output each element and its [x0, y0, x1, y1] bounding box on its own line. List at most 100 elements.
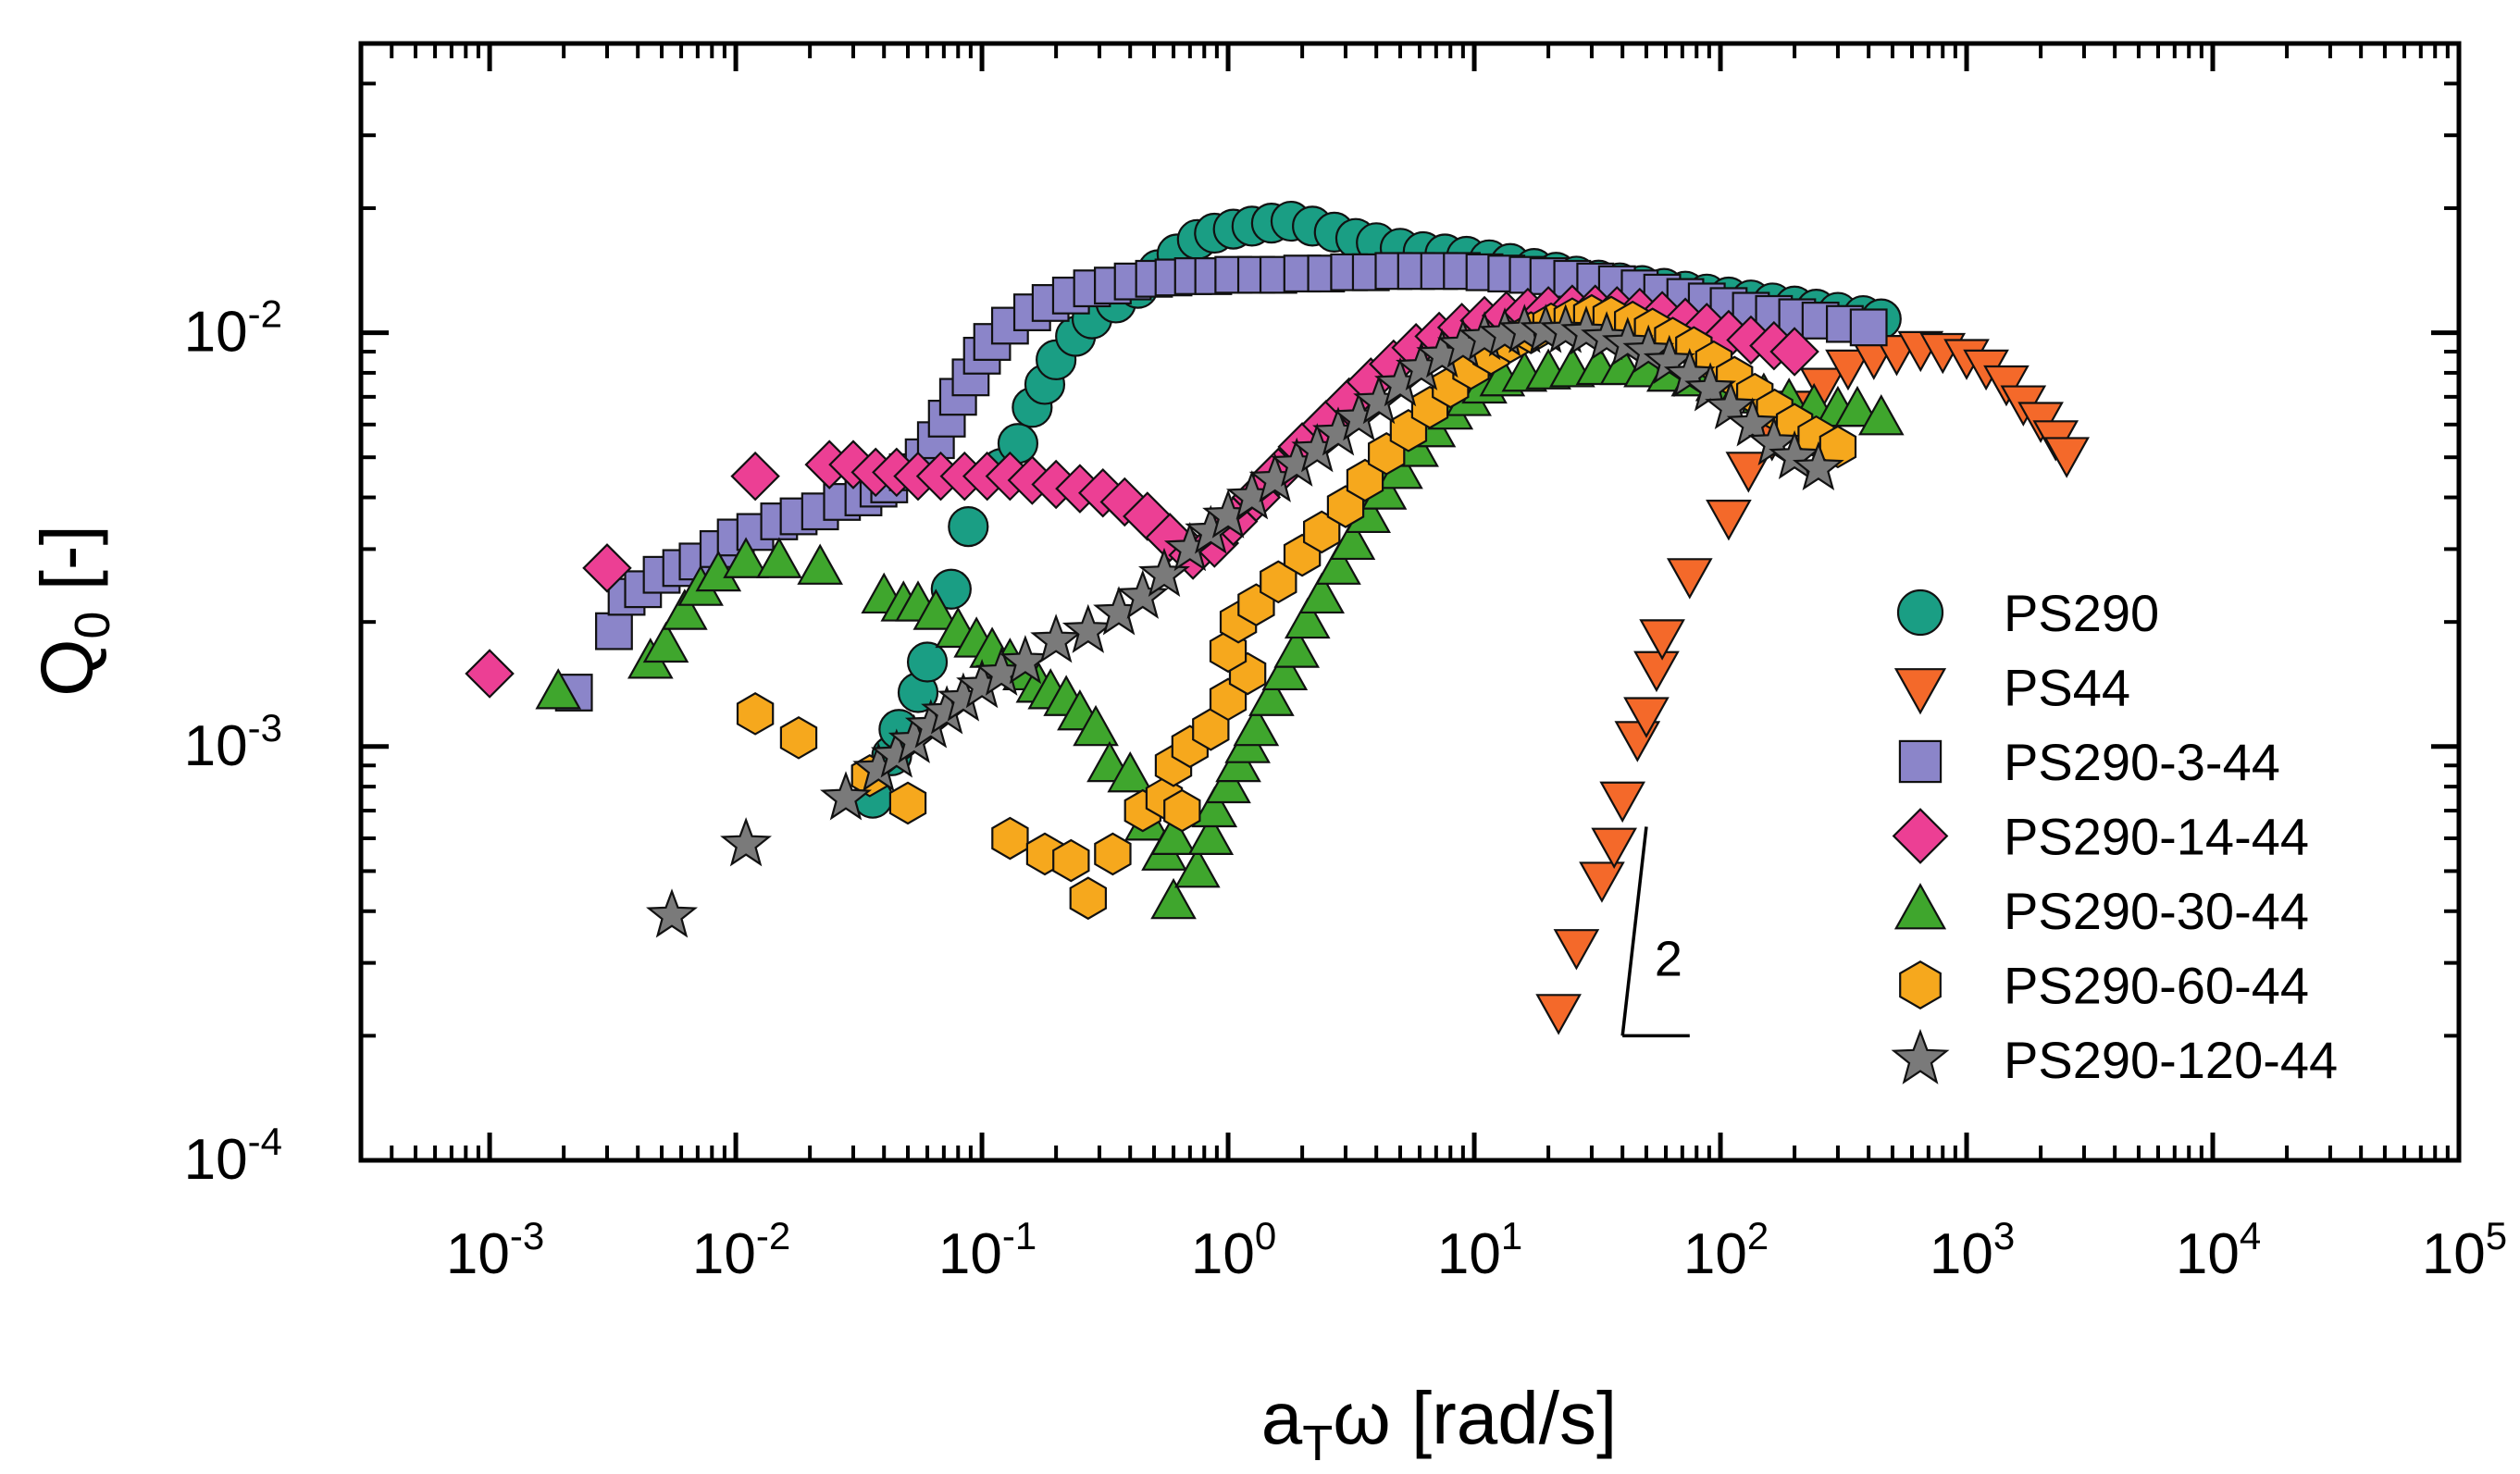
data-point — [1138, 547, 1190, 597]
data-point — [1666, 558, 1713, 600]
data-point — [1329, 518, 1376, 561]
data-point — [646, 888, 698, 938]
data-point — [948, 506, 989, 548]
x-tick-label-base: 10 — [1437, 1222, 1501, 1286]
x-tick-label-base: 10 — [1683, 1222, 1747, 1286]
legend-label: PS290-60-44 — [2004, 957, 2309, 1015]
y-axis-title: Q0 [-] — [26, 525, 120, 697]
data-point — [1030, 613, 1083, 663]
y-tick-label: 10-3 — [184, 706, 282, 778]
data-point — [1726, 397, 1779, 447]
data-point — [1643, 334, 1695, 384]
data-point — [1553, 929, 1600, 971]
data-point — [662, 588, 708, 630]
data-point — [1174, 847, 1221, 888]
data-point — [1284, 597, 1331, 639]
data-point — [1599, 781, 1645, 824]
data-point — [595, 612, 633, 650]
series-ps290-120-44 — [646, 303, 1844, 938]
data-point — [1315, 543, 1361, 585]
x-axis-title-main: a — [1261, 1377, 1303, 1459]
data-point — [1819, 425, 1857, 469]
y-axis-title-main: Q — [26, 639, 108, 697]
legend-marker — [1899, 960, 1942, 1010]
y-tick-label-exponent: -4 — [248, 1120, 282, 1163]
legend: PS290 PS44 PS290-3-44 PS290-14-44 PS290-30-4… — [1891, 584, 2338, 1089]
legend-marker — [1893, 668, 1947, 715]
data-point — [1706, 500, 1752, 541]
data-point — [1094, 832, 1132, 876]
legend-marker — [1891, 1028, 1950, 1084]
x-axis-title-sub: T — [1302, 1416, 1333, 1471]
y-tick-labels: 10-410-310-2 — [184, 292, 282, 1192]
data-point — [1769, 327, 1819, 377]
x-tick-label-exponent: 2 — [1747, 1214, 1769, 1257]
data-point — [1150, 813, 1197, 856]
data-point — [1535, 994, 1582, 1035]
data-point — [756, 537, 802, 578]
data-point — [1069, 876, 1108, 921]
data-point — [1747, 415, 1800, 466]
data-point — [1187, 813, 1235, 856]
y-tick-label-base: 10 — [184, 1128, 248, 1192]
y-tick-label-base: 10 — [184, 714, 248, 778]
data-point — [1150, 877, 1197, 920]
x-tick-label-exponent: 5 — [2486, 1214, 2507, 1257]
data-point — [1205, 762, 1251, 804]
data-point — [1622, 324, 1675, 374]
data-point — [779, 716, 818, 760]
data-point — [1107, 750, 1154, 793]
x-tick-label: 10-2 — [692, 1214, 790, 1286]
x-axis-title-rest: ω [rad/s] — [1333, 1377, 1617, 1459]
data-point — [1792, 440, 1844, 491]
x-tick-label-exponent: 1 — [1501, 1214, 1522, 1257]
x-tick-label-exponent: 3 — [1993, 1214, 2015, 1257]
minor-ticks — [359, 42, 2459, 1160]
y-axis-title-sub: 0 — [65, 612, 120, 639]
legend-item: PS44 — [1893, 659, 2130, 717]
legend-item: PS290-120-44 — [1891, 1028, 2338, 1089]
data-point — [1663, 347, 1716, 398]
data-point — [1849, 308, 1888, 347]
data-point — [888, 781, 927, 825]
data-point — [1073, 704, 1119, 747]
legend-item: PS290-3-44 — [1898, 733, 2280, 791]
x-tick-label-base: 10 — [2176, 1222, 2240, 1286]
x-tick-labels: 10-3 10-2 10-1 100 101 102 103 104 105 — [446, 1214, 2507, 1286]
data-point — [2043, 437, 2090, 478]
data-point — [1769, 429, 1821, 479]
data-point — [465, 649, 515, 699]
data-point — [736, 692, 775, 736]
x-tick-label-exponent: 4 — [2240, 1214, 2261, 1257]
data-point — [1633, 650, 1680, 693]
x-tick-label-exponent: 0 — [1255, 1214, 1276, 1257]
data-point — [1261, 649, 1309, 691]
legend-item: PS290-14-44 — [1892, 808, 2309, 866]
x-tick-label: 10-3 — [446, 1214, 544, 1286]
x-tick-label-base: 10 — [692, 1222, 756, 1286]
data-point — [1116, 569, 1169, 619]
y-tick-label-exponent: -2 — [248, 292, 282, 336]
legend-marker — [1892, 808, 1949, 864]
data-point — [1834, 385, 1881, 427]
x-tick-label-base: 10 — [2422, 1222, 2486, 1286]
legend-label: PS44 — [2004, 659, 2130, 717]
data-point — [720, 817, 772, 867]
data-point — [1233, 704, 1280, 747]
x-tick-label: 104 — [2176, 1214, 2261, 1286]
data-point — [1639, 619, 1685, 661]
data-point — [723, 537, 769, 578]
legend-item: PS290-60-44 — [1899, 957, 2309, 1015]
y-tick-label: 10-4 — [184, 1120, 282, 1192]
data-markers — [465, 200, 2090, 1035]
data-point — [1825, 349, 1871, 391]
legend-marker — [1893, 883, 1947, 930]
legend-item: PS290-30-44 — [1893, 882, 2309, 940]
x-tick-label-exponent: -2 — [756, 1214, 790, 1257]
legend-label: PS290-14-44 — [2004, 808, 2309, 866]
data-point — [1052, 838, 1090, 883]
data-point — [535, 668, 582, 710]
data-point — [1163, 788, 1201, 833]
plot-frame — [358, 41, 2462, 1163]
